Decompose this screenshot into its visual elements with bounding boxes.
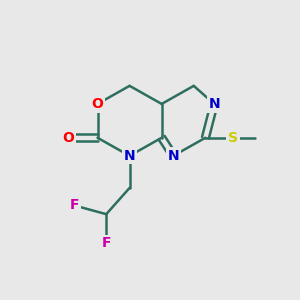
Text: O: O [92, 97, 104, 111]
Text: N: N [124, 149, 135, 163]
Text: F: F [69, 198, 79, 212]
Text: F: F [101, 236, 111, 250]
Text: O: O [62, 131, 74, 145]
Text: N: N [208, 97, 220, 111]
Text: S: S [228, 131, 238, 145]
Text: N: N [167, 149, 179, 163]
